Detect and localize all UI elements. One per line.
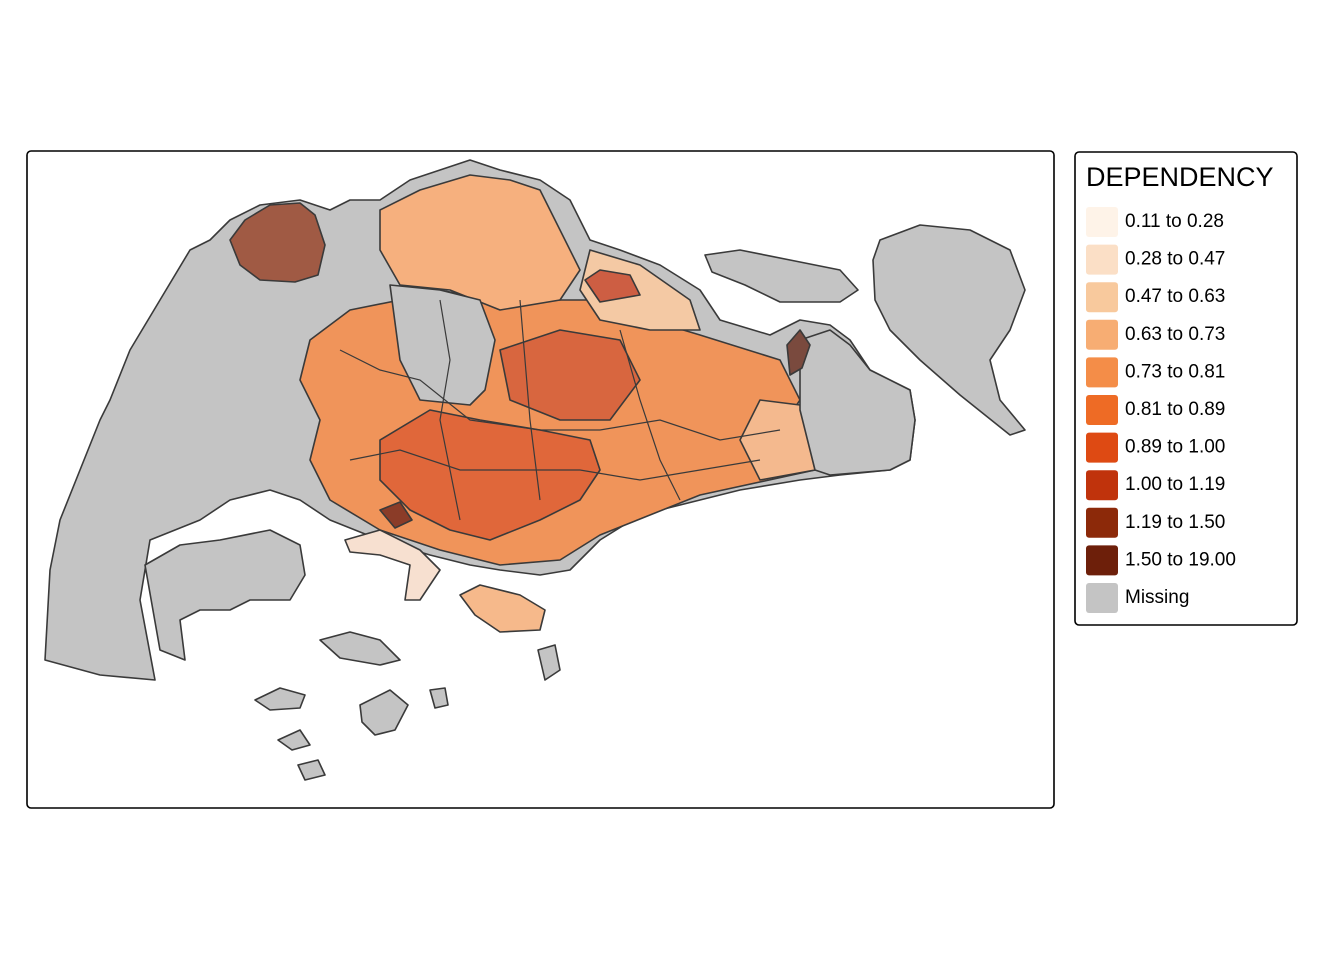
- legend-swatch: [1086, 207, 1118, 237]
- legend-swatch: [1086, 282, 1118, 313]
- legend-label: 0.28 to 0.47: [1125, 249, 1225, 270]
- legend-swatch: [1086, 470, 1118, 501]
- legend-swatch: [1086, 507, 1118, 538]
- southern-island: [277, 729, 311, 751]
- map: [44, 159, 1026, 781]
- boundary: [619, 329, 681, 501]
- southern-island: [297, 759, 326, 781]
- legend-items: 0.11 to 0.28 0.28 to 0.47 0.47 to 0.63 0.63…: [1086, 207, 1236, 613]
- northeast-region: [579, 249, 701, 331]
- southern-island: [359, 689, 409, 736]
- port-area: [344, 529, 441, 601]
- northwest-district: [229, 202, 326, 283]
- reservoir: [389, 284, 496, 406]
- legend-swatch: [1086, 432, 1118, 463]
- jurong-island: [144, 529, 306, 661]
- boundary: [339, 349, 781, 441]
- legend-label: 0.63 to 0.73: [1125, 324, 1225, 345]
- east-district: [786, 329, 811, 376]
- legend-label: 1.00 to 1.19: [1125, 474, 1225, 495]
- southern-island: [537, 644, 561, 681]
- legend-label: 0.11 to 0.28: [1125, 211, 1224, 232]
- legend-box: [1074, 151, 1298, 626]
- legend-label: 1.50 to 19.00: [1125, 549, 1236, 570]
- legend-swatch: [1086, 244, 1118, 275]
- southern-island: [319, 631, 401, 666]
- legend-swatch: [1086, 319, 1118, 350]
- sentosa: [459, 584, 546, 633]
- north-district: [584, 269, 641, 303]
- legend-swatch: [1086, 583, 1118, 613]
- southern-island: [254, 687, 306, 711]
- legend-swatch: [1086, 395, 1118, 425]
- legend-title: DEPENDENCY: [1086, 162, 1274, 192]
- changi: [799, 329, 916, 476]
- north-region: [379, 174, 581, 311]
- legend-label: 0.47 to 0.63: [1125, 286, 1225, 307]
- south-district: [379, 501, 413, 529]
- legend-label: 1.19 to 1.50: [1125, 512, 1225, 533]
- legend-swatch: [1086, 357, 1118, 388]
- pulau-ubin: [704, 249, 859, 303]
- legend-label: 0.81 to 0.89: [1125, 399, 1225, 420]
- legend-label: Missing: [1125, 587, 1189, 608]
- boundary: [349, 449, 761, 481]
- boundary: [439, 299, 461, 521]
- legend-swatch: [1086, 545, 1118, 576]
- legend-label: 0.73 to 0.81: [1125, 361, 1225, 382]
- central-core: [379, 409, 601, 541]
- southern-island: [429, 687, 449, 709]
- east-core: [499, 329, 641, 421]
- legend-label: 0.89 to 1.00: [1125, 437, 1225, 458]
- boundary: [519, 299, 541, 501]
- pulau-tekong: [872, 224, 1026, 436]
